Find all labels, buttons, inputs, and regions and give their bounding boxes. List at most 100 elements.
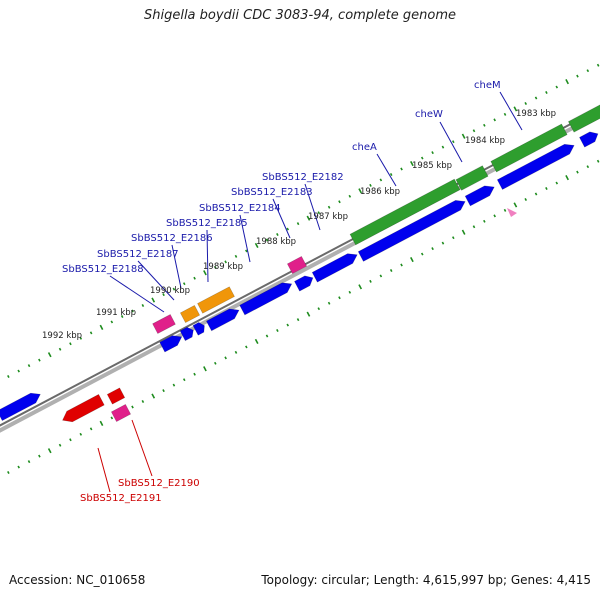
gene-label-e2188[interactable]: SbBS512_E2188 xyxy=(62,264,144,275)
tick-mark xyxy=(7,471,10,475)
tick-mark xyxy=(358,284,363,290)
tick-mark xyxy=(182,378,186,382)
tick-mark xyxy=(224,260,227,264)
kbp-tick-labels: 1983 kbp 1984 kbp 1985 kbp 1986 kbp 1987… xyxy=(42,109,556,341)
tick-mark xyxy=(420,252,424,256)
tick-mark xyxy=(131,405,134,409)
tick-mark xyxy=(17,465,20,469)
leader-line xyxy=(239,214,251,263)
tick-mark xyxy=(441,241,445,245)
tick-mark xyxy=(524,101,528,105)
tick-mark xyxy=(327,301,331,305)
kbp-tick-label: 1983 kbp xyxy=(516,109,556,119)
tick-mark xyxy=(596,63,600,67)
tick-mark xyxy=(400,263,403,267)
tick-mark xyxy=(379,178,383,182)
tick-mark xyxy=(110,416,114,420)
tick-mark xyxy=(348,194,352,198)
leader-line xyxy=(439,121,463,163)
tick-mark xyxy=(306,215,311,221)
tick-mark xyxy=(513,202,518,208)
gene-arrow xyxy=(579,131,599,148)
tick-mark xyxy=(296,222,300,226)
kbp-tick-label: 1988 kbp xyxy=(256,237,296,247)
gene-arrow xyxy=(464,185,495,207)
tick-mark xyxy=(327,205,331,209)
tick-mark xyxy=(58,443,62,447)
tick-mark xyxy=(38,358,41,362)
tick-mark xyxy=(234,350,238,354)
accession-text: Accession: NC_010658 xyxy=(9,573,146,587)
map-title: Shigella boydii CDC 3083-94, complete ge… xyxy=(143,8,457,23)
tick-mark xyxy=(338,296,341,300)
tick-mark xyxy=(224,356,227,360)
leader-line xyxy=(499,91,523,131)
tick-mark xyxy=(296,318,300,322)
tick-mark xyxy=(369,183,372,187)
tick-mark xyxy=(151,297,156,303)
tick-mark xyxy=(317,211,321,215)
gene-label-e2184[interactable]: SbBS512_E2184 xyxy=(199,203,281,214)
tick-mark xyxy=(99,420,104,426)
tick-mark xyxy=(338,200,341,204)
tick-mark xyxy=(513,106,518,112)
tick-mark xyxy=(451,236,455,240)
kbp-tick-label: 1990 kbp xyxy=(150,286,190,296)
tick-mark xyxy=(151,393,156,399)
tick-mark xyxy=(245,345,248,349)
gene-labels: cheM cheW cheA SbBS512_E2182 SbBS512_E21… xyxy=(62,80,501,504)
gene-arrow-pink xyxy=(286,255,308,275)
tick-mark xyxy=(27,460,31,464)
tick-mark xyxy=(565,79,569,85)
tick-mark xyxy=(182,282,186,286)
tick-mark xyxy=(534,96,538,100)
tick-mark xyxy=(254,338,259,345)
tick-mark xyxy=(317,307,321,311)
gene-label-e2190[interactable]: SbBS512_E2190 xyxy=(118,478,200,489)
tick-mark xyxy=(503,112,507,116)
leader-line xyxy=(376,153,397,187)
marker-triangle xyxy=(507,208,517,217)
gene-label-chew[interactable]: cheW xyxy=(415,109,443,120)
label-leaders xyxy=(97,91,523,493)
gene-label-e2191[interactable]: SbBS512_E2191 xyxy=(80,493,162,504)
gene-arrow-green xyxy=(567,104,600,133)
gene-arrow-green xyxy=(490,123,568,173)
gene-label-e2187[interactable]: SbBS512_E2187 xyxy=(97,249,179,260)
gene-label-e2186[interactable]: SbBS512_E2186 xyxy=(131,233,213,244)
tick-mark xyxy=(472,129,476,133)
tick-mark xyxy=(69,438,72,442)
tick-dots xyxy=(7,63,600,475)
gene-label-e2182[interactable]: SbBS512_E2182 xyxy=(262,172,344,183)
tick-mark xyxy=(545,187,548,191)
tick-mark xyxy=(58,347,62,351)
gene-arrow xyxy=(294,275,314,292)
tick-mark xyxy=(7,375,10,379)
tick-mark xyxy=(276,233,279,237)
tick-mark xyxy=(472,225,476,229)
gene-label-e2185[interactable]: SbBS512_E2185 xyxy=(166,218,248,229)
gene-arrow xyxy=(311,253,358,283)
tick-mark xyxy=(431,247,434,251)
gene-arrow xyxy=(192,322,205,336)
tick-mark xyxy=(254,242,259,249)
tick-mark xyxy=(38,454,41,458)
gene-arrow xyxy=(0,392,41,422)
gene-label-chea[interactable]: cheA xyxy=(352,142,377,153)
tick-mark xyxy=(555,181,559,185)
tick-mark xyxy=(348,290,352,294)
tick-mark xyxy=(110,320,114,324)
gene-arrow xyxy=(159,335,183,353)
gene-label-e2183[interactable]: SbBS512_E2183 xyxy=(231,187,313,198)
tick-mark xyxy=(534,192,538,196)
tick-mark xyxy=(172,383,176,387)
gene-label-chem[interactable]: cheM xyxy=(474,80,501,91)
tick-mark xyxy=(410,160,414,167)
tick-mark xyxy=(576,74,579,78)
leader-line xyxy=(97,447,111,493)
tick-mark xyxy=(565,175,569,181)
tick-mark xyxy=(141,400,145,404)
tick-mark xyxy=(461,133,466,139)
tick-mark xyxy=(203,366,207,372)
kbp-tick-label: 1991 kbp xyxy=(96,308,136,318)
